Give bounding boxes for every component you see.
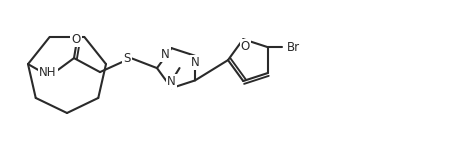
Text: O: O [241,40,250,53]
Text: S: S [123,52,131,65]
Text: NH: NH [39,66,57,79]
Text: O: O [72,33,81,46]
Text: N: N [191,56,200,69]
Text: N: N [167,75,176,88]
Text: Br: Br [287,41,301,54]
Text: N: N [161,48,170,61]
